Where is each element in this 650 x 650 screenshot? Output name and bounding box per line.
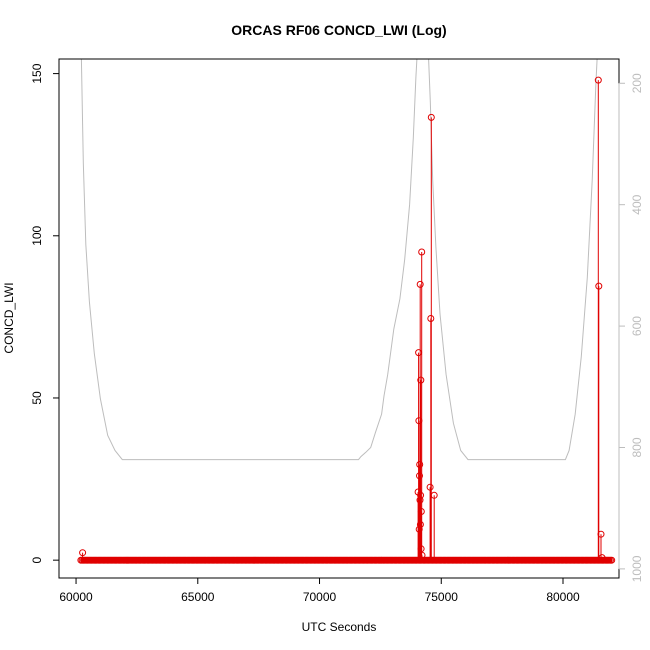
concd-baseline-point xyxy=(608,556,616,564)
concd-point xyxy=(417,491,425,499)
y-tick-label: 150 xyxy=(30,63,44,83)
concd-point xyxy=(426,483,434,491)
plot-frame xyxy=(58,58,620,579)
concd-point xyxy=(79,549,87,557)
concd-point xyxy=(415,349,423,357)
altitude-line xyxy=(80,59,598,461)
concd-point xyxy=(416,521,424,528)
y2-tick-label: 200 xyxy=(630,73,644,93)
concd-point xyxy=(594,76,602,84)
x-tick-label: 80000 xyxy=(546,590,580,604)
concd-point xyxy=(416,461,424,468)
y-axis-right: 200 400 600 800 1000 xyxy=(618,73,644,582)
y-tick-label: 100 xyxy=(30,225,44,245)
concd-series xyxy=(77,76,616,564)
concd-point xyxy=(430,491,438,499)
x-tick-label: 75000 xyxy=(425,590,459,604)
y2-tick-label: 800 xyxy=(630,437,644,457)
y2-tick-label: 1000 xyxy=(630,555,644,582)
concd-point xyxy=(416,472,423,480)
concd-point xyxy=(415,417,423,425)
concd-point xyxy=(597,530,605,538)
concd-point xyxy=(416,280,424,288)
concd-point xyxy=(418,248,426,256)
concd-point xyxy=(427,315,435,322)
y-axis-left: 0 50 100 150 xyxy=(30,63,60,564)
concd-point xyxy=(595,282,603,290)
x-tick-label: 60000 xyxy=(59,590,93,604)
y2-tick-label: 600 xyxy=(630,316,644,336)
concd-point xyxy=(417,376,425,384)
y-tick-label: 50 xyxy=(30,391,44,405)
x-axis-label: UTC Seconds xyxy=(302,620,377,634)
concd-point xyxy=(415,525,423,533)
concd-point xyxy=(417,545,425,553)
y-tick-label: 0 xyxy=(30,557,44,564)
concd-point xyxy=(427,113,435,121)
x-axis: 60000 65000 70000 75000 80000 xyxy=(59,577,580,604)
concd-point xyxy=(418,551,426,559)
y-axis-label: CONCD_LWI xyxy=(2,282,16,353)
chart-title: ORCAS RF06 CONCD_LWI (Log) xyxy=(231,22,446,38)
concd-point xyxy=(598,554,606,562)
y2-tick-label: 400 xyxy=(630,194,644,214)
x-tick-label: 70000 xyxy=(303,590,337,604)
concd-point xyxy=(416,496,424,504)
x-tick-label: 65000 xyxy=(181,590,215,604)
plot-area xyxy=(77,59,616,564)
altitude-series xyxy=(80,59,598,461)
concd-point xyxy=(417,508,425,515)
